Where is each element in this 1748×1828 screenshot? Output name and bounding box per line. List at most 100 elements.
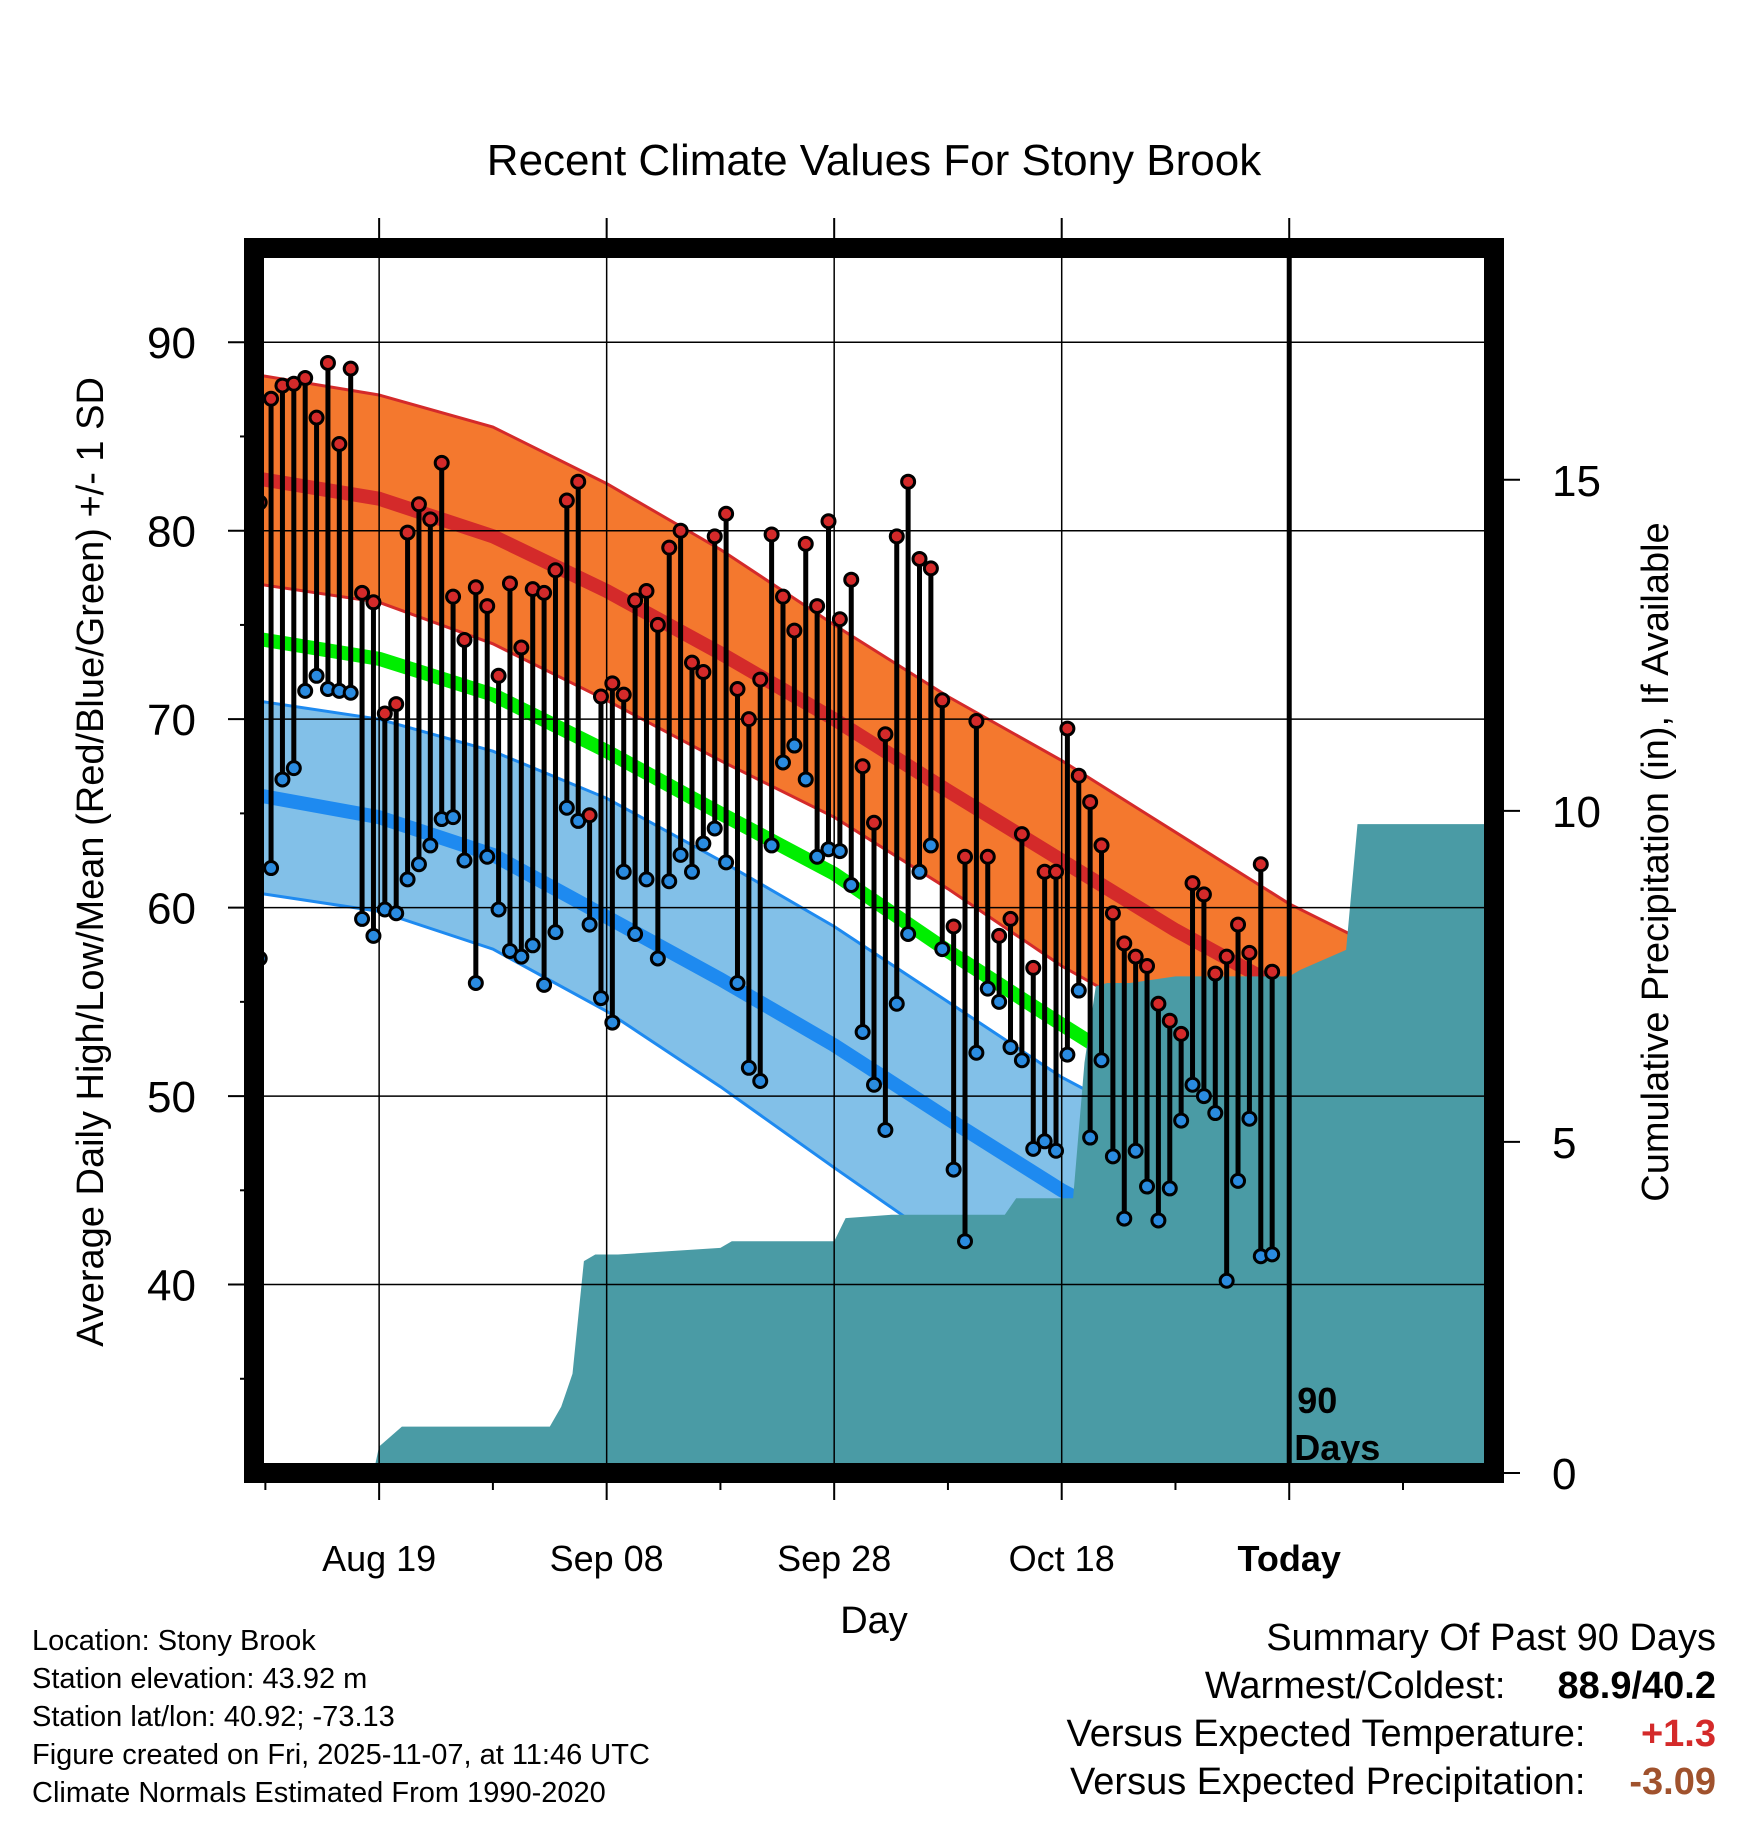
location-text: Location: Stony Brook — [32, 1625, 316, 1657]
daily-high-point — [1150, 995, 1167, 1012]
daily-low-point — [809, 848, 826, 865]
daily-low-point — [592, 990, 609, 1007]
daily-low-point — [263, 860, 280, 877]
daily-low-point — [1241, 1110, 1258, 1127]
daily-high-point — [263, 390, 280, 407]
daily-high-point — [957, 848, 974, 865]
y-tick-label: 90 — [147, 319, 196, 368]
daily-high-point — [399, 524, 416, 541]
daily-high-point — [1241, 944, 1258, 961]
y2-tick-label: 5 — [1552, 1119, 1576, 1168]
daily-low-point — [308, 667, 325, 684]
daily-high-point — [342, 360, 359, 377]
daily-low-point — [1139, 1178, 1156, 1195]
daily-high-point — [649, 616, 666, 633]
daily-high-point — [331, 436, 348, 452]
x-tick-label: Aug 19 — [322, 1538, 436, 1579]
daily-low-point — [900, 926, 917, 942]
daily-low-point — [649, 950, 666, 967]
daily-high-point — [843, 571, 860, 588]
daily-high-point — [1207, 965, 1224, 982]
daily-low-point — [866, 1076, 882, 1093]
daily-high-point — [991, 927, 1008, 944]
daily-high-point — [968, 713, 985, 730]
daily-high-point — [536, 584, 553, 601]
x-tick-label: Today — [1238, 1538, 1341, 1579]
daily-high-point — [433, 454, 450, 471]
daily-high-point — [1230, 916, 1247, 933]
daily-high-point — [786, 622, 803, 639]
daily-low-point — [524, 937, 541, 954]
daily-high-point — [922, 560, 939, 577]
precip-anomaly-value: -3.09 — [1629, 1761, 1716, 1803]
daily-low-point — [1048, 1142, 1065, 1159]
daily-low-point — [934, 941, 951, 958]
warmest-coldest-value: 88.9/40.2 — [1557, 1665, 1716, 1707]
daily-high-point — [729, 681, 746, 697]
daily-high-point — [1252, 856, 1269, 873]
daily-high-point — [718, 505, 735, 522]
daily-high-point — [445, 588, 462, 605]
daily-low-point — [831, 843, 848, 860]
daily-low-point — [1161, 1180, 1178, 1197]
daily-high-point — [1139, 958, 1156, 975]
daily-low-point — [1230, 1172, 1247, 1189]
y-tick-label: 80 — [147, 508, 196, 557]
daily-high-point — [376, 705, 393, 722]
daily-high-point — [706, 528, 723, 545]
daily-low-point — [399, 871, 416, 888]
daily-high-point — [627, 592, 644, 609]
daily-high-point — [809, 598, 826, 615]
y2-tick-label: 0 — [1552, 1450, 1576, 1499]
summary-title: Summary Of Past 90 Days — [1266, 1617, 1716, 1659]
warmest-coldest-row: Warmest/Coldest: 88.9/40.2 — [1067, 1665, 1716, 1713]
y-tick-label: 70 — [147, 696, 196, 745]
daily-high-point — [410, 496, 427, 513]
daily-low-point — [1093, 1052, 1110, 1069]
daily-low-point — [729, 975, 746, 991]
daily-low-point — [672, 846, 689, 863]
warmest-coldest-label: Warmest/Coldest: — [1204, 1665, 1506, 1707]
daily-low-point — [410, 856, 427, 873]
daily-high-point — [831, 611, 848, 628]
daily-high-point — [319, 354, 336, 371]
precip-anomaly-label: Versus Expected Precipitation: — [1070, 1761, 1586, 1803]
elevation-text: Station elevation: 43.92 m — [32, 1663, 368, 1695]
daily-low-point — [922, 837, 939, 854]
daily-low-point — [1013, 1052, 1030, 1069]
daily-high-point — [1059, 720, 1076, 737]
daily-high-point — [297, 370, 314, 387]
daily-high-point — [354, 584, 371, 601]
daily-high-point — [911, 550, 928, 567]
daily-high-point — [547, 562, 564, 579]
chart-title: Recent Climate Values For Stony Brook — [487, 136, 1262, 185]
daily-low-point — [297, 682, 314, 699]
daily-low-point — [274, 771, 291, 788]
daily-low-point — [968, 1044, 985, 1061]
daily-low-point — [1184, 1076, 1201, 1093]
daily-low-point — [1173, 1112, 1190, 1129]
daily-low-point — [786, 737, 803, 754]
x-tick-label: Sep 08 — [550, 1538, 664, 1579]
y-axis-right: 0 5 10 15 — [1494, 457, 1601, 1499]
daily-high-point — [422, 511, 439, 528]
daily-high-point — [388, 696, 405, 713]
daily-low-point — [774, 754, 791, 771]
daily-high-point — [900, 473, 917, 490]
daily-low-point — [547, 924, 564, 941]
daily-high-point — [615, 686, 632, 703]
daily-low-point — [843, 877, 860, 893]
daily-low-point — [1059, 1046, 1076, 1063]
y-tick-label: 60 — [147, 885, 196, 934]
y2-axis-label: Cumulative Precipitation (in), If Availa… — [1635, 522, 1677, 1201]
daily-low-point — [638, 871, 655, 888]
daily-low-point — [1218, 1272, 1235, 1289]
daily-high-point — [501, 575, 518, 592]
today-marker-label-90: 90 — [1297, 1380, 1337, 1421]
daily-high-point — [1025, 959, 1042, 976]
daily-high-point — [1002, 910, 1019, 927]
daily-high-point — [1184, 875, 1201, 892]
daily-low-point — [490, 901, 507, 918]
daily-high-point — [945, 918, 962, 935]
daily-low-point — [1116, 1210, 1133, 1227]
